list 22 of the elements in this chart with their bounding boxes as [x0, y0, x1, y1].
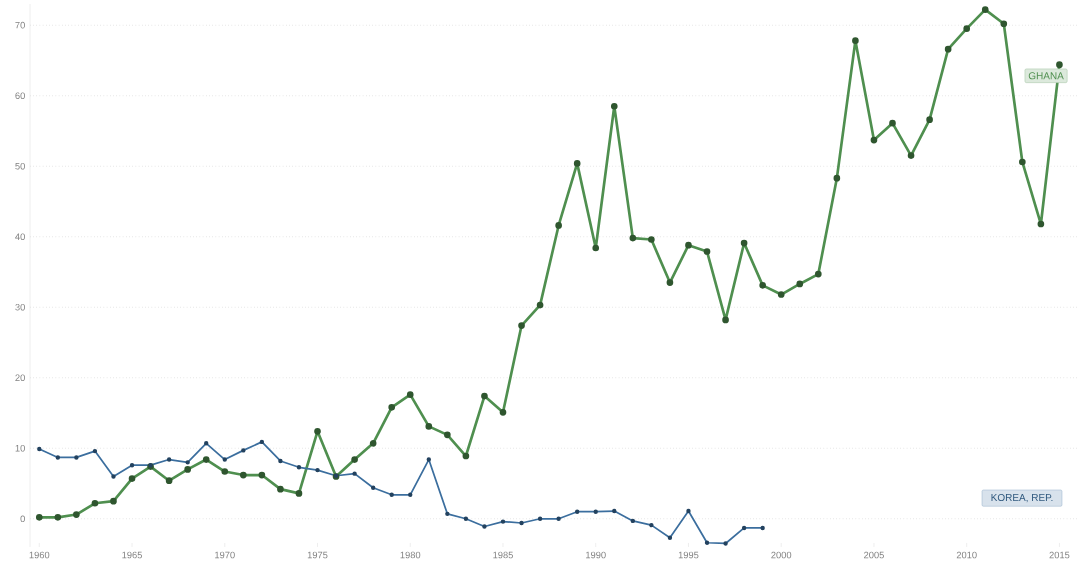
x-tick-label: 1995	[678, 551, 699, 559]
x-tick-label: 2005	[864, 551, 884, 559]
y-tick-label: 60	[15, 92, 25, 99]
x-tick-label: 1985	[493, 551, 513, 559]
series-label: GHANA	[1028, 72, 1064, 80]
y-tick-label: 50	[15, 162, 25, 170]
x-tick-label: 1970	[215, 551, 235, 559]
x-tick-label: 1980	[400, 551, 421, 559]
y-tick-label: 0	[20, 515, 25, 523]
y-tick-label: 30	[15, 303, 25, 311]
y-tick-label: 20	[15, 374, 25, 382]
x-tick-label: 2010	[956, 551, 977, 559]
x-tick-label: 1975	[307, 551, 328, 559]
x-tick-label: 1965	[122, 551, 142, 559]
x-tick-label: 1960	[29, 551, 50, 559]
y-tick-label: 40	[15, 233, 25, 241]
x-tick-label: 2000	[771, 551, 792, 559]
y-tick-label: 70	[15, 21, 25, 29]
y-tick-label: 10	[15, 444, 25, 452]
x-tick-label: 1990	[586, 551, 606, 559]
text: KOREA, REP.	[991, 493, 1053, 503]
x-tick-label: 2015	[1049, 551, 1070, 559]
